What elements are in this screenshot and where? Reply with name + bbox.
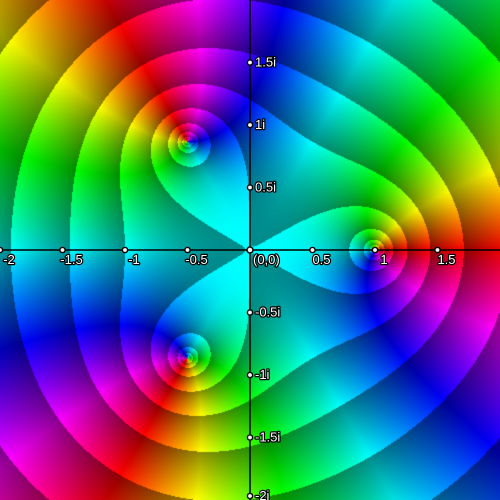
imaginary-axis-tick-label: 0.5i <box>255 180 276 195</box>
real-axis-tick: -0.5 <box>184 246 209 268</box>
imaginary-axis-tick: -1.5i <box>246 428 282 446</box>
real-axis-tick-dot <box>434 246 441 254</box>
real-axis-tick-dot <box>59 246 66 254</box>
real-axis-tick-label: 1 <box>380 252 387 267</box>
imaginary-axis-tick: 1.5i <box>246 53 277 71</box>
imaginary-axis-tick-dot <box>246 492 254 500</box>
imaginary-axis-tick: 1i <box>246 116 266 133</box>
origin-label: (0,0) <box>253 252 280 267</box>
real-axis-ticks: -2 -1.5 -1 -0.5 0.5 1 1.5 <box>0 246 457 268</box>
imaginary-axis-tick-label: -0.5i <box>255 305 280 320</box>
real-axis-tick-label: 1.5 <box>437 252 455 267</box>
real-axis-tick-label: -0.5 <box>185 252 207 267</box>
real-axis-tick-label: 0.5 <box>312 252 330 267</box>
imaginary-axis-tick-label: 1i <box>255 117 265 132</box>
imaginary-axis-tick: -0.5i <box>246 303 282 321</box>
origin-dot <box>246 246 254 254</box>
imaginary-axis-tick-dot <box>246 371 254 379</box>
imaginary-axis-tick-dot <box>246 309 254 316</box>
real-axis-tick: 1.5 <box>434 246 457 268</box>
real-axis-tick-dot <box>184 246 191 254</box>
real-axis-tick-dot <box>371 246 379 254</box>
real-axis-tick-label: -2 <box>3 252 15 267</box>
imaginary-axis-tick: -2i <box>246 487 271 500</box>
real-axis-tick-dot <box>121 246 129 254</box>
imaginary-axis-tick-label: -1i <box>255 367 270 382</box>
real-axis-tick: 1 <box>371 246 389 268</box>
real-axis-tick: -2 <box>0 246 16 268</box>
real-axis-tick-label: -1 <box>128 252 140 267</box>
imaginary-axis-tick-dot <box>246 434 254 441</box>
real-axis-tick: -1 <box>121 246 141 268</box>
imaginary-axis-tick-dot <box>246 59 254 66</box>
imaginary-axis-tick: -1i <box>246 366 271 383</box>
imaginary-axis-tick: 0.5i <box>246 178 277 196</box>
imaginary-axis-tick-label: 1.5i <box>255 55 276 70</box>
real-axis-tick-label: -1.5 <box>60 252 82 267</box>
imaginary-axis-tick-label: -1.5i <box>255 430 280 445</box>
real-axis-tick: -1.5 <box>59 246 84 268</box>
imaginary-axis-tick-dot <box>246 121 254 129</box>
imaginary-axis-tick-dot <box>246 184 254 191</box>
real-axis-tick-dot <box>309 246 316 254</box>
real-axis-tick-dot <box>0 246 4 254</box>
real-axis-tick: 0.5 <box>309 246 332 268</box>
origin-marker: (0,0) <box>246 246 281 268</box>
imaginary-axis-tick-label: -2i <box>255 488 270 500</box>
imaginary-axis-ticks: 1.5i 1i 0.5i -0.5i -1i -1.5i -2i <box>246 53 282 500</box>
